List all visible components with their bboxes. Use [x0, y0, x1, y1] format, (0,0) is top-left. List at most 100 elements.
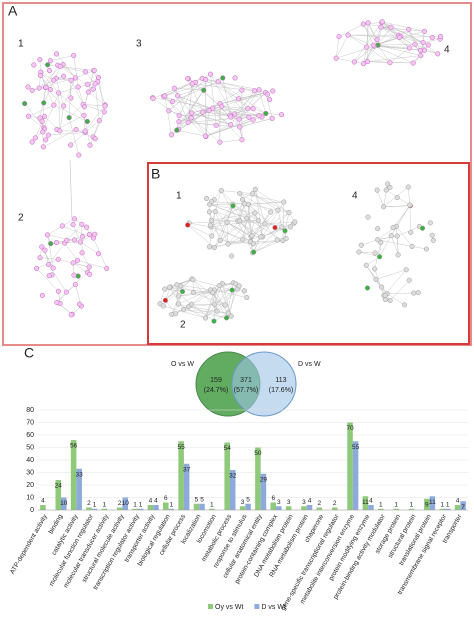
network-node [180, 289, 185, 294]
network-node [33, 136, 38, 141]
network-node [203, 134, 208, 139]
network-edge [189, 223, 211, 227]
network-node [237, 218, 242, 223]
network-edge [70, 160, 72, 220]
network-node [404, 267, 409, 272]
bar [286, 506, 292, 510]
network-node [375, 188, 380, 193]
network-node [48, 87, 53, 92]
y-tick-label: 40 [26, 457, 34, 464]
network-node [233, 76, 238, 81]
network-node [85, 82, 90, 87]
network-edge [376, 270, 406, 280]
network-node [212, 319, 217, 324]
network-node [56, 91, 61, 96]
data-label: 50 [254, 450, 262, 457]
network-node [207, 245, 212, 250]
network-node [69, 78, 74, 83]
network-edge [387, 293, 414, 294]
network-node [60, 224, 65, 229]
network-edge [40, 258, 58, 260]
network-node [212, 245, 217, 250]
network-node [209, 234, 214, 239]
data-label: 3 [277, 499, 281, 506]
network-node [219, 188, 224, 193]
network-node [26, 114, 31, 119]
network-edge [37, 268, 59, 291]
network-node [383, 293, 388, 298]
network-node [189, 116, 194, 121]
network-node [162, 287, 167, 292]
legend-label: Oy vs Wt [215, 604, 243, 611]
network-edge [396, 205, 409, 226]
network-node [426, 43, 431, 48]
network-edge [283, 202, 284, 241]
network-node [276, 208, 281, 213]
data-label: 6 [271, 495, 275, 502]
network-node [273, 225, 278, 230]
data-label: 1 [410, 501, 414, 508]
network-node [268, 210, 273, 215]
network-node [384, 188, 389, 193]
data-label: 1 [93, 501, 97, 508]
network-edge [361, 240, 377, 246]
panel-label: A [8, 3, 18, 19]
network-node [32, 63, 37, 68]
network-edge [65, 243, 78, 260]
network-edge [69, 118, 79, 155]
data-label: 4 [369, 498, 373, 505]
network-node [80, 250, 85, 255]
network-node [181, 307, 186, 312]
legend-swatch [208, 604, 213, 609]
network-edge [177, 130, 206, 136]
network-edge [251, 212, 271, 237]
network-node [67, 115, 72, 120]
network-node [371, 43, 376, 48]
network-node [71, 222, 76, 227]
data-label: 11 [429, 499, 436, 506]
network-node [163, 298, 168, 303]
network-node [279, 225, 284, 230]
network-edge [348, 35, 374, 46]
network-node [267, 97, 272, 102]
network-node [56, 289, 61, 294]
y-tick-label: 70 [26, 419, 34, 426]
network-node [56, 257, 61, 262]
data-label: 2 [87, 500, 91, 507]
cluster-label: 2 [180, 320, 186, 331]
network-node [214, 123, 219, 128]
network-node [45, 233, 50, 238]
network-node [80, 234, 85, 239]
network-node [69, 313, 74, 318]
network-node [47, 68, 52, 73]
network-node [48, 58, 53, 63]
network-node [270, 116, 275, 121]
network-node [257, 113, 262, 118]
data-label: 5 [195, 496, 199, 503]
network-edge [375, 269, 384, 296]
network-node [203, 316, 208, 321]
network-node [213, 209, 218, 214]
network-node [77, 302, 82, 307]
network-node [41, 101, 46, 106]
network-node [201, 88, 206, 93]
network-node [396, 253, 401, 258]
network-edge [222, 93, 266, 107]
network-node [270, 89, 275, 94]
network-edge [221, 191, 252, 194]
network-node [346, 33, 351, 38]
network-node [281, 200, 286, 205]
data-label: 4 [41, 498, 45, 505]
network-edge [153, 98, 213, 109]
network-node [407, 278, 412, 283]
venn-percent: (24.7%) [204, 387, 229, 394]
network-node [259, 235, 264, 240]
network-edge [348, 35, 367, 47]
network-node [102, 110, 107, 115]
network-node [186, 120, 191, 125]
network-node [71, 53, 76, 58]
network-node [91, 87, 96, 92]
data-label: 33 [76, 471, 84, 478]
network-node [175, 93, 180, 98]
network-node [72, 217, 77, 222]
